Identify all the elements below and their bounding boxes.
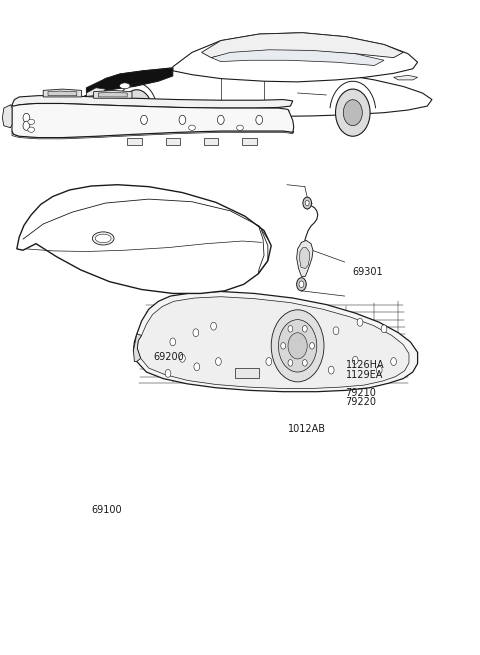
Circle shape bbox=[303, 197, 312, 209]
Circle shape bbox=[165, 369, 171, 377]
Ellipse shape bbox=[120, 83, 130, 88]
Polygon shape bbox=[300, 248, 310, 269]
Circle shape bbox=[179, 115, 186, 124]
Polygon shape bbox=[17, 185, 271, 293]
Polygon shape bbox=[166, 138, 180, 145]
Circle shape bbox=[256, 115, 263, 124]
Polygon shape bbox=[137, 297, 409, 388]
Text: 79210: 79210 bbox=[346, 388, 376, 398]
Ellipse shape bbox=[95, 234, 111, 243]
Polygon shape bbox=[67, 67, 432, 117]
Polygon shape bbox=[48, 91, 77, 96]
Polygon shape bbox=[394, 75, 418, 80]
Text: 1129EA: 1129EA bbox=[346, 369, 383, 380]
Circle shape bbox=[121, 90, 152, 132]
Circle shape bbox=[305, 200, 309, 206]
Ellipse shape bbox=[28, 119, 35, 124]
Circle shape bbox=[23, 121, 30, 130]
Polygon shape bbox=[211, 50, 384, 66]
Polygon shape bbox=[12, 131, 294, 139]
Circle shape bbox=[281, 343, 286, 349]
Circle shape bbox=[288, 333, 307, 359]
Polygon shape bbox=[12, 103, 294, 138]
Ellipse shape bbox=[92, 232, 114, 245]
Polygon shape bbox=[242, 138, 257, 145]
Polygon shape bbox=[133, 334, 142, 362]
Text: 69100: 69100 bbox=[91, 504, 122, 515]
Polygon shape bbox=[235, 368, 259, 378]
Circle shape bbox=[217, 115, 224, 124]
Circle shape bbox=[271, 310, 324, 382]
Polygon shape bbox=[43, 89, 82, 97]
Ellipse shape bbox=[237, 125, 243, 130]
Circle shape bbox=[170, 338, 176, 346]
Circle shape bbox=[391, 358, 396, 365]
Circle shape bbox=[194, 363, 200, 371]
Circle shape bbox=[333, 327, 339, 335]
Circle shape bbox=[180, 354, 185, 362]
Circle shape bbox=[310, 343, 314, 349]
Text: 79220: 79220 bbox=[346, 397, 377, 407]
Circle shape bbox=[128, 99, 145, 122]
Polygon shape bbox=[297, 240, 313, 276]
Polygon shape bbox=[94, 90, 132, 98]
Circle shape bbox=[299, 281, 304, 288]
Text: 1126HA: 1126HA bbox=[346, 360, 384, 371]
Circle shape bbox=[343, 100, 362, 126]
Text: 69200: 69200 bbox=[154, 352, 184, 362]
Circle shape bbox=[328, 366, 334, 374]
Circle shape bbox=[297, 278, 306, 291]
Circle shape bbox=[288, 326, 293, 332]
Polygon shape bbox=[86, 88, 106, 96]
Polygon shape bbox=[2, 105, 12, 128]
Circle shape bbox=[336, 89, 370, 136]
Polygon shape bbox=[204, 138, 218, 145]
Polygon shape bbox=[173, 33, 418, 82]
Polygon shape bbox=[86, 68, 173, 93]
Polygon shape bbox=[12, 96, 293, 108]
Polygon shape bbox=[127, 138, 142, 145]
Ellipse shape bbox=[189, 125, 195, 130]
Circle shape bbox=[23, 113, 30, 122]
Circle shape bbox=[288, 360, 293, 366]
Text: 1012AB: 1012AB bbox=[288, 424, 326, 434]
Circle shape bbox=[302, 360, 307, 366]
Circle shape bbox=[266, 358, 272, 365]
Text: 69301: 69301 bbox=[353, 267, 384, 277]
Circle shape bbox=[357, 318, 363, 326]
Circle shape bbox=[302, 326, 307, 332]
Polygon shape bbox=[133, 291, 418, 392]
Circle shape bbox=[381, 325, 387, 333]
Circle shape bbox=[141, 115, 147, 124]
Ellipse shape bbox=[28, 127, 35, 132]
Polygon shape bbox=[202, 33, 403, 58]
Circle shape bbox=[216, 358, 221, 365]
Circle shape bbox=[193, 329, 199, 337]
Circle shape bbox=[278, 320, 317, 372]
Circle shape bbox=[211, 322, 216, 330]
Circle shape bbox=[376, 366, 382, 374]
Circle shape bbox=[352, 356, 358, 364]
Polygon shape bbox=[98, 92, 127, 97]
